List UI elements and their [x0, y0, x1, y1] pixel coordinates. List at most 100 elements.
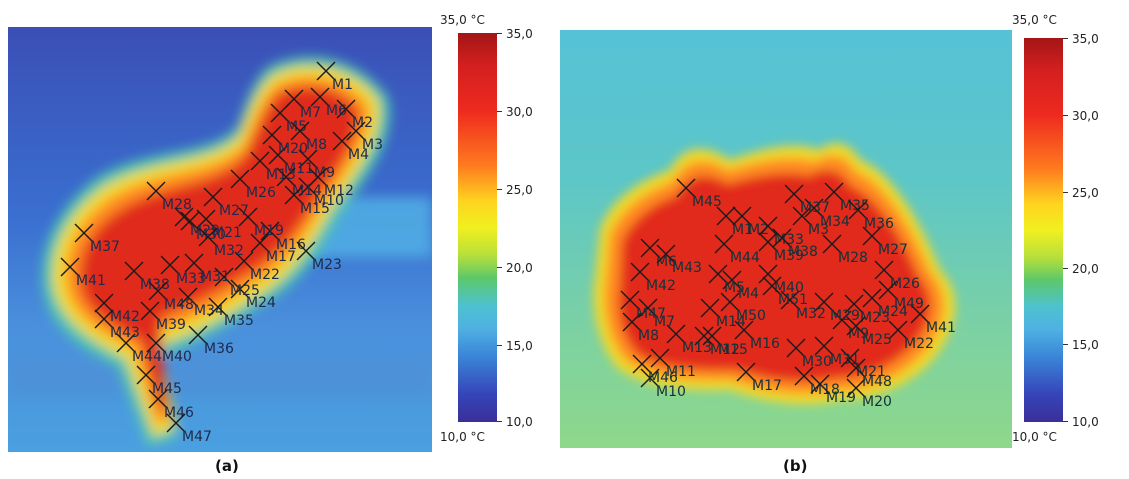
marker-cross-line	[308, 167, 328, 187]
measure-point-label: M37	[90, 239, 120, 255]
colorbar-a-tickmark	[497, 189, 502, 190]
measure-point-m40: M40	[146, 333, 192, 365]
marker-cross-line	[846, 378, 866, 398]
marker-cross-line	[640, 368, 660, 388]
measure-point-m29: M29	[814, 292, 860, 324]
marker-cross-line	[666, 324, 686, 344]
measure-point-label: M9	[314, 165, 335, 181]
colorbar-a-tick-10: 10,0	[506, 415, 533, 429]
measure-point-label: M28	[838, 250, 868, 266]
measure-point-m41: M41	[60, 257, 106, 289]
measure-point-m11: M11	[650, 348, 696, 380]
measure-point-label: M16	[750, 336, 780, 352]
measure-point-m9: M9	[832, 310, 869, 342]
measure-point-m48: M48	[148, 281, 194, 313]
measure-point-label: M1	[332, 77, 353, 93]
marker-cross-line	[260, 221, 280, 241]
measure-point-m44: M44	[714, 234, 760, 266]
marker-cross-line	[346, 121, 366, 141]
measure-point-m14: M14	[700, 298, 746, 330]
colorbar-b-tickmark	[1063, 192, 1068, 193]
marker-cross-line	[174, 207, 194, 227]
measure-point-m15: M15	[284, 185, 330, 217]
colorbar-b-tick-25: 25,0	[1072, 186, 1099, 200]
marker-cross-line	[148, 281, 168, 301]
marker-cross-line	[620, 290, 640, 310]
marker-cross-line	[178, 287, 198, 307]
measure-point-m36: M36	[188, 325, 234, 357]
measure-point-label: M28	[162, 197, 192, 213]
measure-point-label: M21	[212, 225, 242, 241]
measure-point-label: M33	[774, 232, 804, 248]
marker-cross-line	[824, 182, 844, 202]
marker-cross-line	[276, 167, 296, 187]
measure-point-m17: M17	[736, 362, 782, 394]
colorbar-b-min-title: 10,0 °C	[1012, 430, 1057, 444]
measure-point-label: M43	[672, 260, 702, 276]
measure-point-m12: M12	[308, 167, 354, 199]
marker-cross-line	[758, 216, 778, 236]
measure-point-label: M7	[300, 105, 321, 121]
measure-point-m19: M19	[238, 207, 284, 239]
measure-point-label: M14	[716, 314, 746, 330]
marker-cross-line	[332, 131, 352, 151]
measure-point-label: M44	[132, 349, 162, 365]
marker-cross-line	[284, 89, 304, 109]
measure-point-m26: M26	[874, 260, 920, 292]
marker-cross-line	[160, 255, 180, 275]
measure-point-label: M29	[190, 223, 220, 239]
measure-point-m42: M42	[630, 262, 676, 294]
measure-point-m32: M32	[780, 290, 826, 322]
marker-cross-line	[116, 333, 136, 353]
measure-point-label: M51	[778, 292, 808, 308]
measure-point-m37: M37	[74, 223, 120, 255]
measure-point-label: M7	[654, 314, 675, 330]
marker-cross-line	[262, 125, 282, 145]
marker-cross-line	[708, 264, 728, 284]
measure-point-m36: M36	[848, 200, 894, 232]
measure-point-m41: M41	[910, 304, 956, 336]
measure-point-m27: M27	[203, 187, 249, 219]
measure-point-label: M33	[176, 271, 206, 287]
measure-point-label: M4	[738, 286, 759, 302]
marker-cross-line	[290, 121, 310, 141]
measure-point-m16: M16	[260, 221, 306, 253]
measure-point-label: M3	[808, 222, 829, 238]
panel-label-a: (a)	[215, 457, 239, 475]
measure-point-label: M41	[926, 320, 956, 336]
measure-point-label: M17	[266, 249, 296, 265]
measure-point-label: M3	[362, 137, 383, 153]
marker-cross-line	[148, 389, 168, 409]
marker-cross-line	[794, 366, 814, 386]
colorbar-a-tick-15: 15,0	[506, 339, 533, 353]
marker-cross-line	[722, 270, 742, 290]
measure-point-label: M23	[860, 310, 890, 326]
marker-cross-line	[810, 374, 830, 394]
marker-cross-line	[336, 99, 356, 119]
measure-point-label: M11	[666, 364, 696, 380]
measure-point-m39: M39	[140, 301, 186, 333]
measure-point-m31: M31	[184, 253, 230, 285]
measure-point-label: M38	[788, 244, 818, 260]
measure-point-label: M42	[110, 309, 140, 325]
measure-point-label: M38	[140, 277, 170, 293]
marker-cross-line	[758, 232, 778, 252]
measure-point-m7: M7	[638, 298, 675, 330]
measure-point-label: M19	[826, 390, 856, 406]
measure-point-m4: M4	[332, 131, 369, 163]
measure-point-label: M43	[110, 325, 140, 341]
measure-point-label: M26	[246, 185, 276, 201]
measure-point-m35: M35	[208, 297, 254, 329]
measure-point-m46: M46	[632, 354, 678, 386]
marker-cross-line	[146, 181, 166, 201]
measure-point-m8: M8	[290, 121, 327, 153]
measure-point-m24: M24	[862, 288, 908, 320]
measure-point-m24: M24	[230, 279, 276, 311]
measure-point-label: M35	[224, 313, 254, 329]
thermal-image-a: M1M2M3M4M5M6M7M8M9M10M11M12M13M14M15M16M…	[8, 27, 432, 452]
colorbar-a-min-title: 10,0 °C	[440, 430, 485, 444]
measure-point-label: M44	[730, 250, 760, 266]
measure-point-m17: M17	[250, 233, 296, 265]
measure-point-label: M42	[646, 278, 676, 294]
measure-point-label: M31	[200, 269, 230, 285]
